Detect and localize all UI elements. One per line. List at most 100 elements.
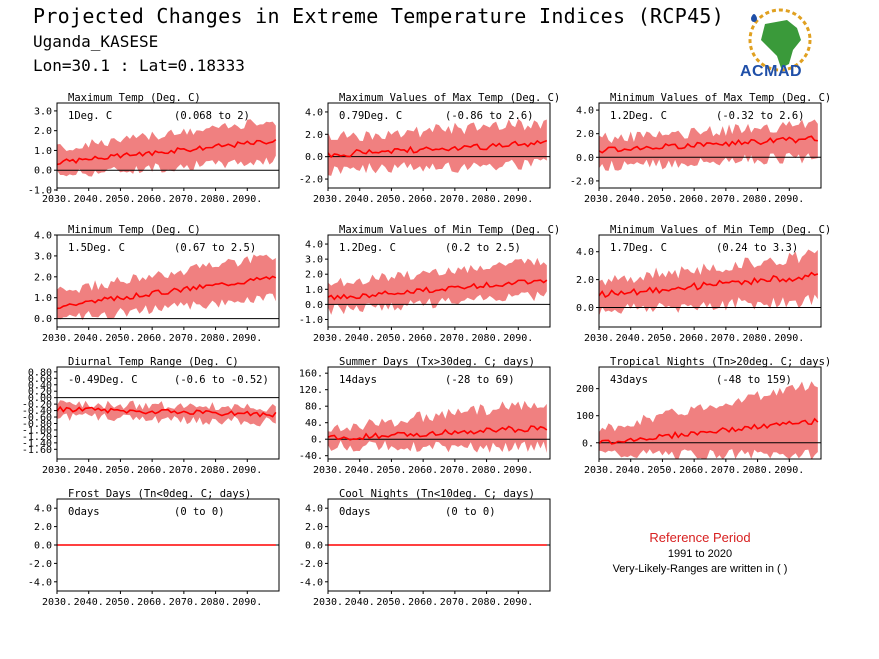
- x-tick-label: 2050.: [647, 194, 677, 205]
- value-label: 14days: [339, 374, 377, 386]
- chart-title: Cool Nights (Tn<10deg. C; days): [339, 488, 535, 500]
- x-tick-label: 2090.: [232, 194, 262, 205]
- x-tick-label: 2030.: [42, 194, 72, 205]
- plot-area: [599, 381, 821, 459]
- plot-area: [599, 249, 821, 317]
- y-tick-label: -2.0: [28, 559, 52, 570]
- x-tick-label: 2050.: [376, 194, 406, 205]
- x-tick-label: 2030.: [313, 597, 343, 608]
- mean-line: [57, 405, 277, 418]
- value-label: 0days: [339, 506, 371, 518]
- x-tick-label: 2050.: [105, 333, 135, 344]
- y-tick-label: -0.20: [22, 400, 52, 411]
- x-tick-label: 2050.: [376, 597, 406, 608]
- x-tick-label: 2050.: [376, 333, 406, 344]
- y-tick-label: 3.0: [34, 251, 52, 262]
- y-tick-label: 3.0: [305, 255, 323, 266]
- y-tick-label: 0.: [582, 438, 594, 449]
- plot-frame: [327, 234, 551, 328]
- y-tick-label: 4.0: [34, 504, 52, 515]
- value-label: 1.7Deg. C: [610, 242, 667, 254]
- y-tick-label: 4.0: [34, 231, 52, 242]
- y-tick-label: 0.0: [305, 300, 323, 311]
- y-tick-label: 3.0: [34, 106, 52, 117]
- x-tick-label: 2060.: [137, 465, 167, 476]
- range-band: [599, 381, 818, 459]
- y-tick-label: -1.0: [299, 315, 323, 326]
- y-tick-label: 0.0: [34, 314, 52, 325]
- x-tick-label: 2080.: [201, 194, 231, 205]
- x-tick-label: 2050.: [647, 333, 677, 344]
- location-coordinates: Lon=30.1 : Lat=0.18333: [33, 56, 245, 75]
- x-tick-label: 2090.: [503, 333, 533, 344]
- x-tick-label: 2070.: [169, 194, 199, 205]
- x-tick-label: 2090.: [503, 597, 533, 608]
- x-tick-label: 2080.: [201, 597, 231, 608]
- x-tick-label: 2080.: [201, 333, 231, 344]
- y-tick-label: -1.00: [22, 425, 52, 436]
- y-tick-label: -4.0: [28, 577, 52, 588]
- value-label: 1Deg. C: [68, 110, 112, 122]
- x-tick-label: 2080.: [472, 194, 502, 205]
- range-label: (-28 to 69): [445, 374, 515, 386]
- x-tick-label: 2090.: [503, 194, 533, 205]
- range-band: [57, 119, 276, 177]
- plot-frame: [598, 234, 822, 328]
- y-tick-label: 120.: [299, 385, 323, 396]
- x-tick-label: 2070.: [169, 333, 199, 344]
- plot-frame: [56, 234, 280, 328]
- x-tick-label: 2030.: [42, 465, 72, 476]
- x-tick-label: 2070.: [440, 333, 470, 344]
- chart-title: Minimum Values of Max Temp (Deg. C): [610, 92, 831, 104]
- y-tick-label: 160.: [299, 369, 323, 380]
- range-band: [599, 119, 818, 171]
- y-tick-label: 2.0: [576, 275, 594, 286]
- chart-title: Maximum Values of Min Temp (Deg. C): [339, 224, 560, 236]
- y-tick-label: 4.0: [576, 106, 594, 117]
- x-tick-label: 2070.: [440, 194, 470, 205]
- mean-line: [599, 135, 818, 154]
- x-tick-label: 2060.: [408, 465, 438, 476]
- y-tick-label: 0.40: [28, 380, 52, 391]
- x-tick-label: 2070.: [169, 465, 199, 476]
- range-label: (-0.6 to -0.52): [174, 374, 269, 386]
- plot-area: [328, 118, 550, 176]
- chart-title: Frost Days (Tn<0deg. C; days): [68, 488, 251, 500]
- y-tick-label: 2.0: [305, 270, 323, 281]
- x-tick-label: 2080.: [743, 465, 773, 476]
- chart-panel: 200 100 0. 2030. 2040. 2050. 2060. 2070. 2080. 20…: [576, 356, 831, 476]
- range-label: (0.24 to 3.3): [716, 242, 798, 254]
- x-tick-label: 2040.: [345, 597, 375, 608]
- page-title: Projected Changes in Extreme Temperature…: [33, 4, 725, 28]
- range-label: (0.67 to 2.5): [174, 242, 256, 254]
- y-tick-label: 2.0: [305, 130, 323, 141]
- y-tick-label: -2.0: [299, 175, 323, 186]
- chart-title: Maximum Values of Max Temp (Deg. C): [339, 92, 560, 104]
- range-band: [328, 118, 547, 176]
- range-label: (0.068 to 2): [174, 110, 250, 122]
- y-tick-label: 0.00: [28, 393, 52, 404]
- chart-panel: 4.0 3.0 2.0 1.0 0.0 2030. 2040. 2050. 2060. 2070.…: [34, 224, 280, 344]
- range-label: (-48 to 159): [716, 374, 792, 386]
- range-band: [57, 400, 276, 427]
- y-tick-label: -0.60: [22, 413, 52, 424]
- x-tick-label: 2070.: [169, 597, 199, 608]
- y-tick-label: 4.0: [305, 240, 323, 251]
- y-tick-label: 4.0: [576, 247, 594, 258]
- x-tick-label: 2070.: [711, 333, 741, 344]
- y-tick-label: 2.0: [34, 522, 52, 533]
- location-name: Uganda_KASESE: [33, 32, 159, 51]
- plot-area: [599, 119, 821, 171]
- y-tick-label: -1.40: [22, 438, 52, 449]
- y-tick-label: -2.0: [570, 176, 594, 187]
- value-label: 43days: [610, 374, 648, 386]
- x-tick-label: 2050.: [647, 465, 677, 476]
- y-tick-label: 80.: [305, 402, 323, 413]
- x-tick-label: 2050.: [105, 597, 135, 608]
- chart-title: Diurnal Temp Range (Deg. C): [68, 356, 239, 368]
- y-tick-label: 0.0: [305, 541, 323, 552]
- y-tick-label: 1.0: [305, 285, 323, 296]
